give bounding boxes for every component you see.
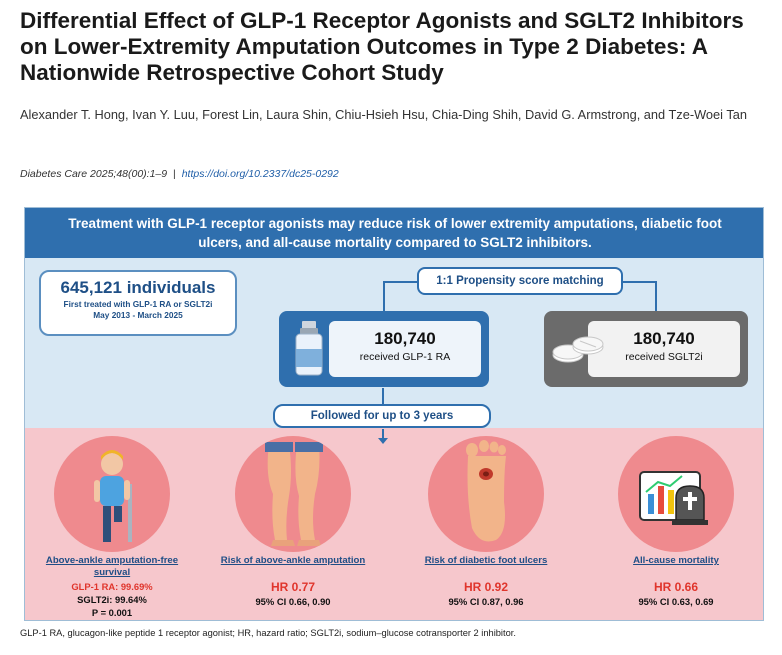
outcome-4-label: All-cause mortality: [633, 555, 719, 566]
population-dates: May 2013 - March 2025: [93, 310, 183, 320]
doi-link[interactable]: https://doi.org/10.2337/dc25-0292: [181, 168, 339, 180]
outcome-2-ci: 95% CI 0.66, 0.90: [255, 596, 331, 607]
graphical-abstract: Treatment with GLP-1 receptor agonists m…: [24, 207, 764, 621]
volume-pages: 2025;48(00):1–9: [90, 168, 168, 180]
journal-name: Diabetes Care: [20, 168, 88, 180]
connector-line: [382, 388, 384, 404]
legs-icon: [235, 436, 351, 552]
paper-title: Differential Effect of GLP-1 Receptor Ag…: [20, 8, 744, 85]
outcome-4-hr: HR 0.66: [653, 580, 699, 594]
foot-ulcer-icon: [428, 436, 544, 552]
vial-icon: [295, 321, 323, 376]
person-with-crutch-icon: [54, 436, 170, 552]
outcome-1-glp1-value: GLP-1 RA: 99.69%: [71, 581, 153, 592]
abbreviations-footnote: GLP-1 RA, glucagon-like peptide 1 recept…: [20, 628, 516, 638]
sglt2-arm-box: 180,740 received SGLT2i: [544, 311, 748, 387]
outcome-1-sglt2-value: SGLT2i: 99.64%: [77, 594, 147, 605]
outcome-4-ci: 95% CI 0.63, 0.69: [638, 596, 714, 607]
outcome-3-label: Risk of diabetic foot ulcers: [424, 555, 548, 566]
citation-separator: |: [173, 168, 176, 180]
glp1-arm-count: 180,740: [374, 329, 436, 348]
glp1-arm-label: received GLP-1 RA: [359, 351, 451, 363]
sglt2-arm-count: 180,740: [633, 329, 695, 348]
citation-line: Diabetes Care 2025;48(00):1–9 | https://…: [20, 168, 339, 180]
follow-up-box: Followed for up to 3 years: [273, 404, 491, 428]
sglt2-arm-label: received SGLT2i: [625, 351, 703, 363]
connector-line: [621, 281, 657, 312]
outcome-2-label: Risk of above-ankle amputation: [220, 555, 366, 566]
arrow-down-icon: [378, 429, 388, 444]
population-box: 645,121 individuals First treated with G…: [39, 270, 237, 336]
outcome-1-label: Above-ankle amputation-free survival: [45, 555, 179, 578]
glp1-arm-box: 180,740 received GLP-1 RA: [279, 311, 489, 387]
author-list: Alexander T. Hong, Ivan Y. Luu, Forest L…: [20, 107, 747, 122]
outcome-1-p-value: P = 0.001: [91, 607, 133, 618]
outcome-3-ci: 95% CI 0.87, 0.96: [448, 596, 524, 607]
pills-icon: [552, 336, 604, 363]
population-count: 645,121 individuals: [60, 278, 216, 297]
connector-line: [383, 281, 419, 312]
population-criteria: First treated with GLP-1 RA or SGLT2i: [63, 299, 213, 309]
outcome-2-hr: HR 0.77: [270, 580, 316, 594]
abstract-banner: Treatment with GLP-1 receptor agonists m…: [25, 208, 763, 258]
mortality-chart-gravestone-icon: [618, 436, 734, 552]
matching-box: 1:1 Propensity score matching: [417, 267, 623, 295]
outcome-3-hr: HR 0.92: [463, 580, 509, 594]
